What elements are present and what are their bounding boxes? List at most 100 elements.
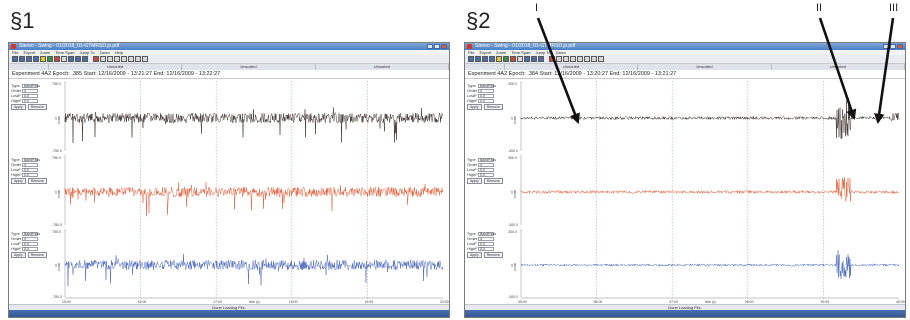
menu-item-help[interactable]: Help bbox=[114, 50, 123, 55]
toolbar-button[interactable] bbox=[128, 56, 134, 62]
lowf-field[interactable]: 0.0 bbox=[22, 241, 38, 246]
toolbar-button[interactable] bbox=[489, 56, 495, 62]
tab-blank[interactable] bbox=[9, 64, 49, 70]
highf-field[interactable]: 0.0 bbox=[478, 98, 494, 103]
remove-button[interactable]: Remove bbox=[27, 104, 47, 110]
menu-item-time-span[interactable]: Time Span bbox=[511, 50, 531, 55]
zoom-in-icon[interactable] bbox=[556, 56, 562, 62]
type-select[interactable]: BandPass bbox=[478, 83, 496, 88]
tab-unsorted-2[interactable]: Unsorted bbox=[182, 64, 316, 70]
toolbar-button[interactable] bbox=[33, 56, 39, 62]
remove-button[interactable]: Remove bbox=[27, 178, 47, 184]
minimize-button[interactable] bbox=[427, 44, 433, 49]
toolbar-button[interactable] bbox=[26, 56, 32, 62]
highf-field[interactable]: 0.0 bbox=[22, 246, 38, 251]
type-select[interactable]: BandPass bbox=[22, 83, 40, 88]
lowf-field[interactable]: 0.0 bbox=[478, 93, 494, 98]
order-field[interactable]: 4 bbox=[22, 88, 38, 93]
apply-button[interactable]: Apply bbox=[467, 178, 482, 184]
plot-area: Type BandPass Order 4 LowF 0.0 HighF 0.0 App… bbox=[465, 79, 905, 304]
order-field[interactable]: 4 bbox=[22, 236, 38, 241]
menu-item-export[interactable]: Export bbox=[479, 50, 492, 55]
highf-field[interactable]: 0.0 bbox=[22, 98, 38, 103]
maximize-button[interactable] bbox=[890, 44, 896, 49]
remove-button[interactable]: Remove bbox=[27, 252, 47, 258]
order-field[interactable]: 4 bbox=[478, 88, 494, 93]
toolbar-button[interactable] bbox=[510, 56, 516, 62]
toolbar-button[interactable] bbox=[19, 56, 25, 62]
toolbar-button[interactable] bbox=[591, 56, 597, 62]
toolbar-button[interactable] bbox=[524, 56, 530, 62]
highf-field[interactable]: 0.0 bbox=[478, 246, 494, 251]
menu-item-time-span[interactable]: Time Span bbox=[55, 50, 75, 55]
toolbar-button[interactable] bbox=[82, 56, 88, 62]
menu-item-export[interactable]: Export bbox=[23, 50, 36, 55]
toolbar-button[interactable] bbox=[517, 56, 523, 62]
zoom-out-icon[interactable] bbox=[107, 56, 113, 62]
lowf-field[interactable]: 0.0 bbox=[478, 167, 494, 172]
tab-unsorted-2[interactable]: Unsorted bbox=[638, 64, 772, 70]
toolbar-button[interactable] bbox=[142, 56, 148, 62]
toolbar-button[interactable] bbox=[584, 56, 590, 62]
apply-button[interactable]: Apply bbox=[11, 104, 26, 110]
toolbar-button[interactable] bbox=[475, 56, 481, 62]
remove-button[interactable]: Remove bbox=[483, 104, 503, 110]
toolbar-button[interactable] bbox=[503, 56, 509, 62]
toolbar-button[interactable] bbox=[68, 56, 74, 62]
lowf-field[interactable]: 0.0 bbox=[22, 93, 38, 98]
toolbar-button[interactable] bbox=[598, 56, 604, 62]
menu-item-jump-to[interactable]: Jump To bbox=[79, 50, 95, 55]
order-field[interactable]: 4 bbox=[478, 236, 494, 241]
close-button[interactable] bbox=[441, 44, 447, 49]
lowf-field[interactable]: 0.0 bbox=[22, 167, 38, 172]
highf-field[interactable]: 0.0 bbox=[22, 172, 38, 177]
maximize-button[interactable] bbox=[434, 44, 440, 49]
close-button[interactable] bbox=[897, 44, 903, 49]
apply-button[interactable]: Apply bbox=[467, 252, 482, 258]
apply-button[interactable]: Apply bbox=[11, 178, 26, 184]
tab-unsorted-3[interactable]: Unsorted bbox=[316, 64, 449, 70]
toolbar-button[interactable] bbox=[135, 56, 141, 62]
tab-blank[interactable] bbox=[465, 64, 505, 70]
toolbar-button[interactable] bbox=[468, 56, 474, 62]
apply-button[interactable]: Apply bbox=[467, 104, 482, 110]
apply-button[interactable]: Apply bbox=[11, 252, 26, 258]
type-label: Type bbox=[467, 231, 476, 236]
lowf-field[interactable]: 0.0 bbox=[478, 241, 494, 246]
toolbar-button[interactable] bbox=[40, 56, 46, 62]
toolbar-button[interactable] bbox=[61, 56, 67, 62]
toolbar-button[interactable] bbox=[538, 56, 544, 62]
zoom-in-icon[interactable] bbox=[100, 56, 106, 62]
order-field[interactable]: 4 bbox=[22, 162, 38, 167]
remove-button[interactable]: Remove bbox=[483, 178, 503, 184]
menu-item-zoom-2[interactable]: Zoom bbox=[99, 50, 110, 55]
minimize-button[interactable] bbox=[883, 44, 889, 49]
order-field[interactable]: 4 bbox=[478, 162, 494, 167]
remove-button[interactable]: Remove bbox=[483, 252, 503, 258]
type-select[interactable]: BandPass bbox=[22, 157, 40, 162]
toolbar-button[interactable] bbox=[75, 56, 81, 62]
y-tick-label: 0.0 bbox=[55, 264, 60, 268]
menu-item-file[interactable]: File bbox=[468, 50, 475, 55]
type-select[interactable]: BandPass bbox=[22, 231, 40, 236]
type-select[interactable]: BandPass bbox=[478, 157, 496, 162]
highf-field[interactable]: 0.0 bbox=[478, 172, 494, 177]
toolbar-button[interactable] bbox=[482, 56, 488, 62]
toolbar-button[interactable] bbox=[47, 56, 53, 62]
toolbar-button[interactable] bbox=[93, 56, 99, 62]
zoom-icon[interactable] bbox=[121, 56, 127, 62]
menu-item-zoom[interactable]: Zoom bbox=[40, 50, 51, 55]
tab-unsorted-1[interactable]: Unsorted bbox=[49, 64, 183, 70]
zoom-icon[interactable] bbox=[577, 56, 583, 62]
zoom-icon[interactable] bbox=[114, 56, 120, 62]
toolbar-button[interactable] bbox=[549, 56, 555, 62]
type-select[interactable]: BandPass bbox=[478, 231, 496, 236]
zoom-icon[interactable] bbox=[570, 56, 576, 62]
toolbar-button[interactable] bbox=[531, 56, 537, 62]
toolbar-button[interactable] bbox=[54, 56, 60, 62]
toolbar-button[interactable] bbox=[496, 56, 502, 62]
toolbar-button[interactable] bbox=[12, 56, 18, 62]
zoom-out-icon[interactable] bbox=[563, 56, 569, 62]
menu-item-zoom[interactable]: Zoom bbox=[496, 50, 507, 55]
menu-item-file[interactable]: File bbox=[12, 50, 19, 55]
